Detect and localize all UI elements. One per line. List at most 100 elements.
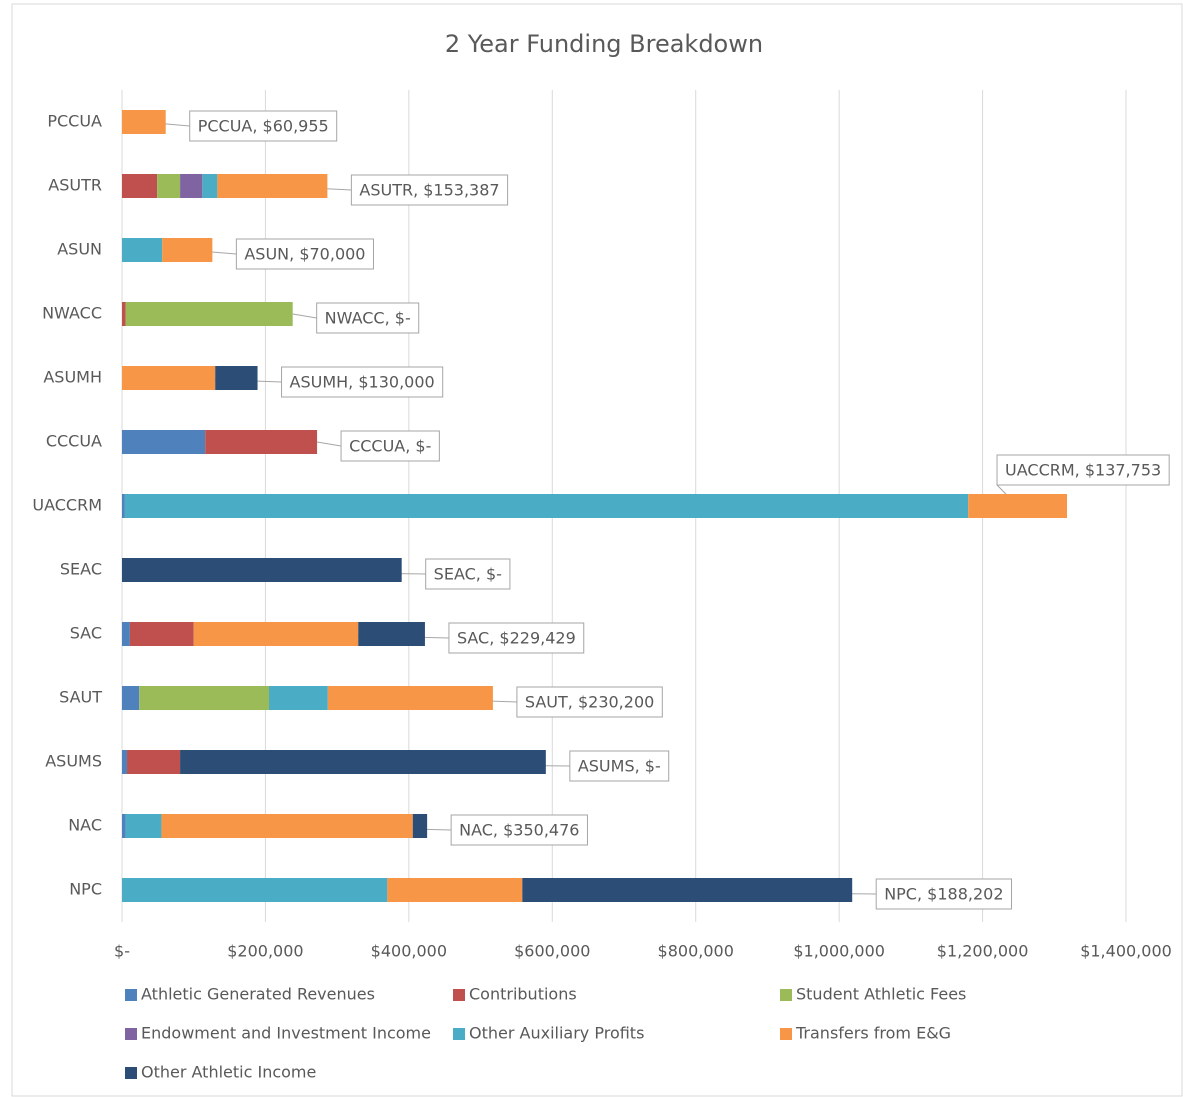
bar-segment [387, 878, 523, 902]
x-tick-label: $400,000 [371, 942, 447, 961]
x-tick-label: $200,000 [227, 942, 303, 961]
label-box [425, 558, 511, 590]
data-label: NWACC, $- [325, 309, 411, 328]
bar-segment [162, 238, 213, 262]
bar-segment [122, 814, 126, 838]
bar-segment [193, 622, 359, 646]
legend-label: Transfers from E&G [795, 1024, 951, 1043]
data-label: NPC, $188,202 [884, 885, 1003, 904]
bar-segment [139, 686, 270, 710]
label-box [448, 622, 585, 654]
legend-swatch [125, 989, 137, 1001]
legend-swatch [453, 989, 465, 1001]
bar-segment [205, 430, 318, 454]
bar-segment [122, 750, 128, 774]
data-label: UACCRM, $137,753 [1005, 461, 1161, 480]
bar-segment [269, 686, 328, 710]
bar-segment [122, 622, 130, 646]
bar-segment [161, 814, 413, 838]
y-tick-label: ASUN [57, 240, 102, 259]
legend-swatch [125, 1067, 137, 1079]
data-label: ASUN, $70,000 [244, 245, 365, 264]
y-tick-label: NPC [69, 880, 102, 899]
legend-label: Endowment and Investment Income [141, 1024, 431, 1043]
y-tick-label: NWACC [42, 304, 102, 323]
bar-segment [202, 174, 218, 198]
bar-segment [180, 174, 203, 198]
chart-border [11, 3, 1183, 1097]
data-labels: PCCUA, $60,955 ASUTR, $153,387 ASUN, $70,0… [121, 110, 1170, 910]
y-tick-label: ASUTR [48, 176, 102, 195]
label-box [235, 238, 374, 270]
bar-segment [122, 302, 126, 326]
bar-segment [122, 878, 388, 902]
bar-segment [968, 494, 1068, 518]
data-label: ASUMH, $130,000 [290, 373, 435, 392]
data-label: CCCUA, $- [349, 437, 431, 456]
y-tick-label: UACCRM [32, 496, 102, 515]
y-tick-label: SAC [70, 624, 102, 643]
legend-label: Athletic Generated Revenues [141, 985, 375, 1004]
bar-segment [412, 814, 428, 838]
bar-segment [180, 750, 546, 774]
bar-segment [217, 174, 328, 198]
data-label: SAC, $229,429 [457, 629, 576, 648]
data-label: SEAC, $- [434, 565, 502, 584]
bar-segment [215, 366, 258, 390]
x-tick-label: $- [114, 942, 130, 961]
label-box [350, 174, 509, 206]
label-box [450, 814, 588, 846]
bar-segment [129, 622, 194, 646]
data-label: PCCUA, $60,955 [198, 117, 329, 136]
chart-title: 2 Year Funding Breakdown [445, 30, 763, 58]
data-label: ASUMS, $- [578, 757, 661, 776]
bar-segment [122, 174, 158, 198]
label-leader [316, 441, 342, 447]
legend-swatch [780, 1028, 792, 1040]
y-tick-label: NAC [68, 816, 102, 835]
legend-label: Other Auxiliary Profits [469, 1024, 644, 1043]
label-box [316, 302, 420, 334]
label-box [189, 110, 338, 142]
x-tick-label: $1,000,000 [793, 942, 885, 961]
label-box [340, 430, 440, 462]
bar-segment [125, 814, 162, 838]
legend-label: Contributions [469, 985, 577, 1004]
legend-swatch [125, 1028, 137, 1040]
bar-segment [122, 686, 140, 710]
bar-segment [122, 558, 402, 582]
y-tick-label: ASUMS [45, 752, 102, 771]
legend-swatch [780, 989, 792, 1001]
bar-segment [124, 494, 969, 518]
label-leader [292, 313, 317, 319]
bar-segment [127, 750, 181, 774]
y-tick-label: PCCUA [47, 112, 102, 131]
x-tick-label: $800,000 [658, 942, 734, 961]
label-box [516, 686, 663, 718]
legend-label: Other Athletic Income [141, 1063, 316, 1082]
bar-segment [522, 878, 853, 902]
bar-segment [327, 686, 493, 710]
label-box [875, 878, 1013, 910]
bar-segment [125, 302, 293, 326]
x-tick-label: $600,000 [514, 942, 590, 961]
bar-segment [358, 622, 425, 646]
bar-segment [122, 110, 166, 134]
x-tick-label: $1,400,000 [1080, 942, 1172, 961]
y-tick-label: SAUT [59, 688, 102, 707]
label-box [996, 454, 1170, 486]
bar-segment [122, 430, 206, 454]
y-tick-label: ASUMH [43, 368, 102, 387]
y-tick-label: CCCUA [46, 432, 102, 451]
bar-segment [122, 238, 163, 262]
y-tick-label: SEAC [60, 560, 102, 579]
data-label: SAUT, $230,200 [525, 693, 654, 712]
legend-label: Student Athletic Fees [796, 985, 966, 1004]
legend-swatch [453, 1028, 465, 1040]
bar-segment [122, 366, 216, 390]
bar-segment [122, 494, 125, 518]
label-box [569, 750, 670, 782]
bar-segment [157, 174, 181, 198]
data-label: ASUTR, $153,387 [359, 181, 499, 200]
